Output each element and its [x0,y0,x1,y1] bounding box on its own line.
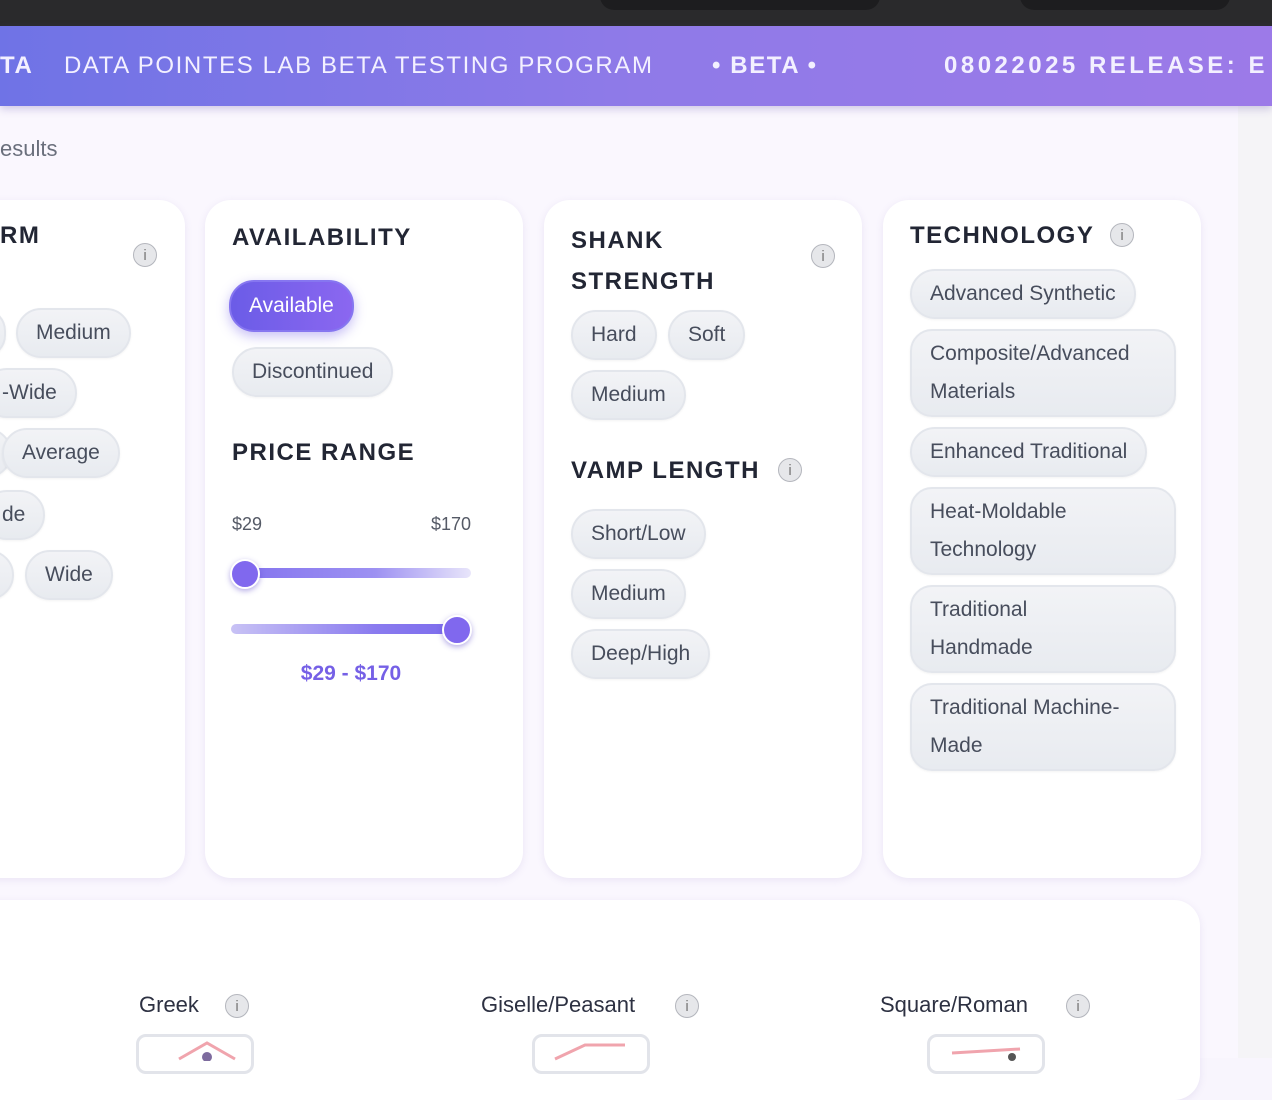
chip[interactable]: Deep/High [571,629,711,679]
shape-thumbnail[interactable] [532,1034,650,1074]
slider-track [231,624,471,634]
filter-title: SHANK STRENGTH [571,227,715,295]
filter-title: PRICE RANGE [232,439,416,466]
banner-text: TA [0,52,34,79]
shape-label: Square/Roman [880,992,1028,1017]
filter-title: TECHNOLOGY [910,222,1095,249]
chip[interactable]: Enhanced Traditional [910,427,1148,477]
chip-text: Traditional Machine-Made [930,696,1120,757]
info-icon[interactable]: i [1110,223,1134,247]
banner-text: 08022025 RELEASE: E [944,52,1268,79]
chip[interactable]: Advanced Synthetic [910,269,1136,319]
info-icon[interactable]: i [225,994,249,1018]
info-icon[interactable]: i [1066,994,1090,1018]
page: {"banner": {"items": ["TA", "DATA POINTE… [0,0,1272,1074]
slider-thumb[interactable] [230,559,260,589]
chip-selected[interactable]: Available [229,280,354,332]
body: TA DATA POINTES LAB BETA TESTING PROGRAM… [0,0,1272,1074]
chip[interactable]: -Wide [0,368,77,418]
shape-icon [178,1041,236,1062]
banner-text: • BETA • [712,52,818,79]
slider-track [231,568,471,578]
chip[interactable]: Composite/Advanced Materials [910,329,1176,417]
filter-title: VAMP LENGTH [571,457,760,484]
chip[interactable]: Average [2,428,120,478]
tab [600,0,880,10]
shape-icon [554,1043,625,1061]
scroll-area [1238,106,1272,1058]
filter-title: AVAILABILITY [232,224,412,251]
shape-label: Giselle/Peasant [481,992,636,1017]
shape-thumbnail[interactable] [136,1034,254,1074]
shape-icon [951,1047,1021,1061]
max-label: $170 [430,514,471,534]
range-label: $29 - $170 [300,662,402,685]
chip[interactable]: Medium [571,569,686,619]
shape-label: Greek [139,992,199,1017]
beta-banner: TA DATA POINTES LAB BETA TESTING PROGRAM… [0,26,1272,106]
chip[interactable]: Heat-Moldable Technology [910,487,1176,575]
info-icon[interactable]: i [675,994,699,1018]
chip-text: Heat-Moldable Technology [930,500,1067,561]
info-icon[interactable]: i [778,458,802,482]
info-icon[interactable]: i [811,244,835,268]
chip[interactable]: Medium [571,370,686,420]
chip[interactable]: Traditional Machine-Made [910,683,1176,771]
chip[interactable]: de [0,490,46,540]
chip[interactable]: Soft [668,310,746,360]
chip-text: Traditional Handmade [930,598,1033,659]
chip[interactable]: Short/Low [571,509,706,559]
slider-thumb[interactable] [442,615,472,645]
chip[interactable]: Hard [571,310,657,360]
info-icon[interactable]: i [133,243,157,267]
chip[interactable]: Discontinued [232,347,394,397]
shape-thumbnail[interactable] [927,1034,1045,1074]
chip[interactable]: Wide [25,550,113,600]
subtitle: esults [0,136,58,161]
browser-bar [0,0,1272,26]
chip[interactable]: Traditional Handmade [910,585,1176,673]
filter-title: RM [0,222,41,249]
tab [1020,0,1230,10]
banner-text: DATA POINTES LAB BETA TESTING PROGRAM [64,52,654,79]
chip[interactable]: Medium [16,308,131,358]
filter-card [0,200,185,878]
min-label: $29 [232,514,263,534]
chip-text: Composite/Advanced Materials [930,342,1130,403]
